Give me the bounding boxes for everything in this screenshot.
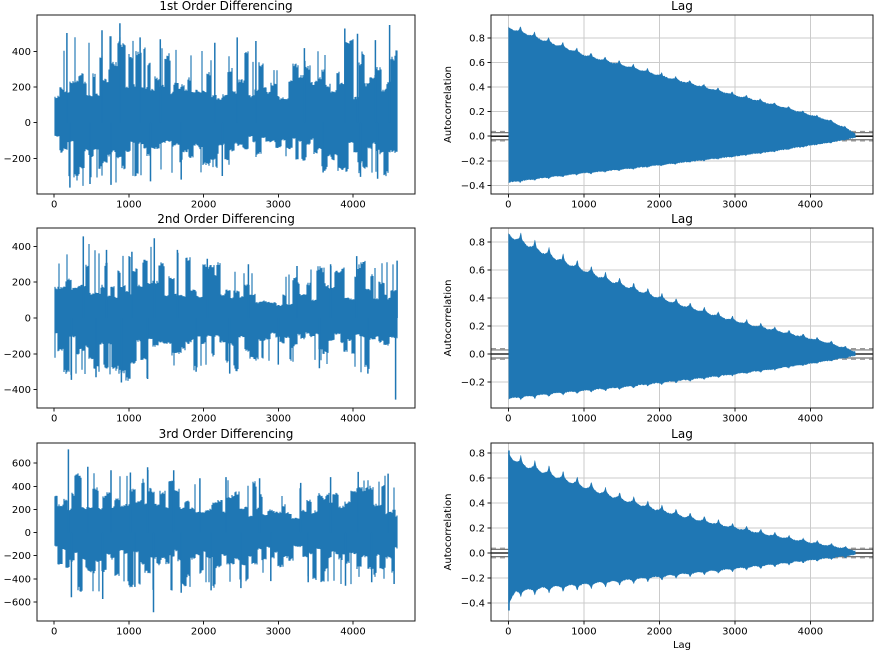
x-tick-label: 0 <box>505 414 511 425</box>
x-tick-label: 0 <box>505 627 511 638</box>
y-tick-label: 0.4 <box>469 499 485 510</box>
y-tick-label: 0.8 <box>469 449 485 460</box>
noise-series <box>54 36 398 186</box>
subplot-title: 3rd Order Differencing <box>159 427 294 441</box>
y-axis-label: Autocorrelation <box>443 494 454 571</box>
y-tick-label: 200 <box>12 505 31 516</box>
y-tick-label: 0.2 <box>469 107 485 118</box>
subplot-title: Lag <box>671 0 693 13</box>
x-axis-label: Lag <box>673 640 691 651</box>
y-tick-label: 400 <box>12 47 31 58</box>
subplot-title: 2nd Order Differencing <box>157 212 295 226</box>
y-tick-label: 0.2 <box>469 321 485 332</box>
x-tick-label: 2000 <box>191 200 216 211</box>
y-tick-label: −0.2 <box>461 377 485 388</box>
y-tick-label: 0.0 <box>469 349 485 360</box>
y-tick-label: −400 <box>4 574 31 585</box>
noise-series <box>54 470 398 592</box>
y-tick-label: −200 <box>4 551 31 562</box>
y-tick-label: 0 <box>25 528 31 539</box>
x-tick-label: 1000 <box>571 200 596 211</box>
x-tick-label: 3000 <box>266 414 291 425</box>
x-tick-label: 2000 <box>191 627 216 638</box>
y-axis-label: Autocorrelation <box>443 66 454 143</box>
y-axis-label: Autocorrelation <box>443 280 454 357</box>
x-tick-label: 4000 <box>798 200 823 211</box>
x-tick-label: 4000 <box>340 414 365 425</box>
x-tick-label: 1000 <box>116 414 141 425</box>
subplot-title: 1st Order Differencing <box>159 0 292 13</box>
axes-spines <box>490 442 874 622</box>
y-tick-label: 0.6 <box>469 474 485 485</box>
y-tick-label: 0.0 <box>469 132 485 143</box>
x-tick-label: 4000 <box>340 627 365 638</box>
y-tick-label: 0.8 <box>469 33 485 44</box>
y-tick-label: 400 <box>12 482 31 493</box>
x-tick-label: 1000 <box>116 627 141 638</box>
y-tick-label: 600 <box>12 459 31 470</box>
x-tick-label: 3000 <box>722 200 747 211</box>
y-tick-label: −0.4 <box>461 181 485 192</box>
x-tick-label: 4000 <box>798 414 823 425</box>
extreme-spikes <box>66 23 391 188</box>
y-tick-label: −0.4 <box>461 599 485 610</box>
y-tick-label: 0.4 <box>469 82 485 93</box>
axes-spines <box>36 442 416 622</box>
y-tick-label: 200 <box>12 278 31 289</box>
y-tick-label: 0.0 <box>469 549 485 560</box>
x-tick-label: 2000 <box>647 627 672 638</box>
x-tick-label: 4000 <box>798 627 823 638</box>
autocorrelation-envelope <box>508 232 856 401</box>
y-tick-label: −0.2 <box>461 574 485 585</box>
x-tick-label: 1000 <box>116 200 141 211</box>
x-tick-label: 0 <box>51 627 57 638</box>
x-tick-label: 3000 <box>266 200 291 211</box>
x-tick-label: 0 <box>51 200 57 211</box>
y-tick-label: −200 <box>4 154 31 165</box>
x-tick-label: 0 <box>505 200 511 211</box>
y-tick-label: 0.8 <box>469 237 485 248</box>
y-tick-label: 0 <box>25 118 31 129</box>
y-tick-label: −600 <box>4 597 31 608</box>
autocorrelation-envelope <box>508 26 856 184</box>
y-tick-label: 400 <box>12 242 31 253</box>
x-tick-label: 2000 <box>191 414 216 425</box>
subplot-title: Lag <box>671 212 693 226</box>
y-tick-label: 200 <box>12 83 31 94</box>
axes-spines <box>490 227 874 409</box>
y-tick-label: 0 <box>25 314 31 325</box>
autocorrelation-envelope <box>508 451 856 606</box>
x-tick-label: 1000 <box>571 414 596 425</box>
x-tick-label: 3000 <box>266 627 291 638</box>
x-tick-label: 3000 <box>722 627 747 638</box>
y-tick-label: −400 <box>4 385 31 396</box>
x-tick-label: 1000 <box>571 627 596 638</box>
y-tick-label: 0.6 <box>469 58 485 69</box>
axes-spines <box>490 14 874 195</box>
x-tick-label: 3000 <box>722 414 747 425</box>
extreme-spikes <box>70 236 398 400</box>
y-tick-label: 0.6 <box>469 265 485 276</box>
x-tick-label: 2000 <box>647 200 672 211</box>
y-tick-label: 0.4 <box>469 293 485 304</box>
extreme-spikes <box>67 449 395 613</box>
x-tick-label: 2000 <box>647 414 672 425</box>
y-tick-label: −0.2 <box>461 156 485 167</box>
x-tick-label: 4000 <box>340 200 365 211</box>
axes-spines <box>36 14 416 195</box>
y-tick-label: −200 <box>4 349 31 360</box>
subplot-title: Lag <box>671 427 693 441</box>
x-tick-label: 0 <box>51 414 57 425</box>
y-tick-label: 0.2 <box>469 524 485 535</box>
